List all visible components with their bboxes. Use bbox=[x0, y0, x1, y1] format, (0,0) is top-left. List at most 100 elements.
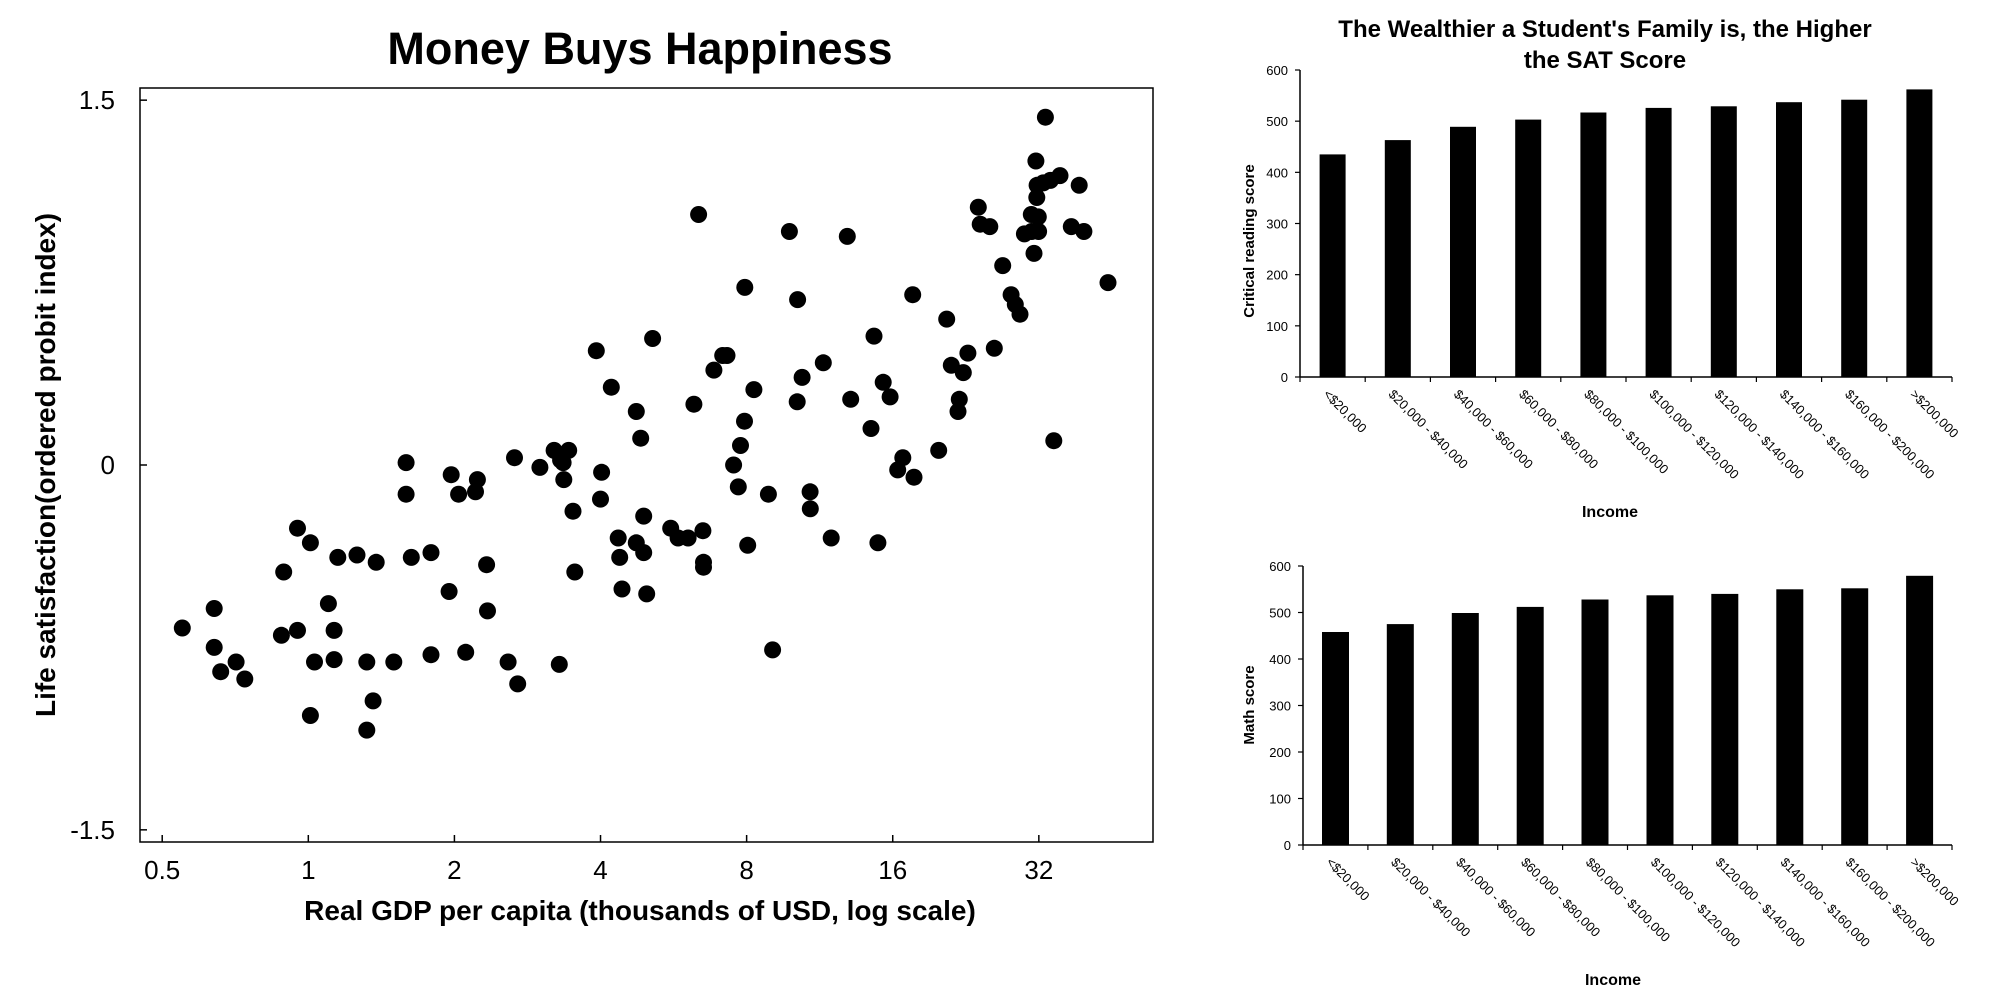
scatter-x-tick-label: 2 bbox=[447, 855, 461, 885]
scatter-point bbox=[611, 548, 629, 566]
reading-bar bbox=[1450, 126, 1476, 377]
reading-y-axis-label: Critical reading score bbox=[1241, 164, 1258, 317]
scatter-plot-frame bbox=[139, 87, 1154, 843]
scatter-point bbox=[930, 441, 948, 459]
scatter-point bbox=[468, 471, 486, 489]
scatter-point bbox=[227, 653, 245, 671]
scatter-point bbox=[205, 600, 223, 617]
scatter-point bbox=[725, 456, 743, 474]
scatter-point bbox=[422, 646, 440, 664]
scatter-point bbox=[1029, 208, 1047, 226]
reading-y-tick-label: 100 bbox=[1266, 319, 1288, 334]
scatter-point bbox=[457, 643, 475, 661]
scatter-point bbox=[592, 490, 609, 508]
math-y-axis-label: Math score bbox=[1241, 665, 1258, 744]
scatter-point bbox=[593, 463, 611, 481]
scatter-point bbox=[1036, 108, 1054, 126]
math-bar bbox=[1776, 589, 1804, 846]
scatter-point bbox=[739, 536, 757, 554]
scatter-point bbox=[627, 403, 645, 420]
scatter-point bbox=[587, 342, 605, 360]
scatter-point bbox=[685, 395, 703, 413]
scatter-point bbox=[325, 651, 343, 669]
scatter-point bbox=[1075, 223, 1093, 240]
scatter-point bbox=[764, 641, 782, 659]
scatter-point bbox=[566, 563, 584, 581]
scatter-point bbox=[212, 663, 230, 681]
scatter-point bbox=[905, 468, 923, 486]
scatter-point bbox=[509, 675, 527, 693]
scatter-point bbox=[301, 534, 319, 552]
scatter-point bbox=[364, 692, 382, 710]
scatter-point bbox=[440, 583, 458, 600]
scatter-point bbox=[822, 529, 840, 547]
reading-y-tick-label: 300 bbox=[1266, 217, 1288, 232]
scatter-point bbox=[397, 454, 415, 472]
reading-bar bbox=[1906, 89, 1933, 378]
scatter-point bbox=[348, 546, 366, 564]
math-category-label: >$200,000 bbox=[1907, 855, 1961, 909]
scatter-point bbox=[635, 544, 653, 562]
scatter-point bbox=[329, 548, 347, 566]
scatter-point bbox=[789, 291, 807, 309]
scatter-point bbox=[632, 429, 650, 447]
reading-category-label: <$20,000 bbox=[1320, 387, 1369, 436]
scatter-point bbox=[1028, 189, 1046, 206]
scatter-point bbox=[732, 437, 749, 454]
scatter-point bbox=[759, 485, 777, 503]
scatter-point bbox=[367, 553, 385, 571]
scatter-point bbox=[358, 653, 376, 671]
scatter-point bbox=[842, 390, 860, 408]
scatter-point bbox=[205, 638, 223, 656]
scatter-point bbox=[609, 529, 627, 547]
scatter-point bbox=[869, 534, 887, 552]
math-bar bbox=[1841, 588, 1869, 845]
scatter-chart: Money Buys Happiness 1.5 0 -1.5 0.5 1 2 4 8 16 3… bbox=[30, 23, 1154, 926]
scatter-point bbox=[745, 381, 763, 399]
scatter-x-axis-label: Real GDP per capita (thousands of USD, l… bbox=[304, 895, 976, 926]
bar-chart-title-line-1: The Wealthier a Student's Family is, the… bbox=[1338, 16, 1871, 43]
math-bar bbox=[1711, 593, 1739, 845]
reading-bar-chart: The Wealthier a Student's Family is, the… bbox=[1241, 16, 1962, 521]
scatter-point bbox=[959, 344, 977, 362]
scatter-point bbox=[705, 361, 723, 379]
math-bars bbox=[1322, 575, 1934, 846]
scatter-y-tick-label: 1.5 bbox=[79, 85, 115, 115]
reading-bar bbox=[1384, 140, 1411, 377]
scatter-x-tick-label: 4 bbox=[593, 855, 607, 885]
reading-bar bbox=[1841, 99, 1868, 377]
reading-y-tick-label: 400 bbox=[1266, 165, 1288, 180]
scatter-point bbox=[1051, 167, 1069, 185]
scatter-point bbox=[450, 485, 468, 503]
scatter-point bbox=[985, 339, 1003, 357]
scatter-point bbox=[793, 368, 811, 386]
math-bar bbox=[1581, 599, 1609, 845]
reading-bar bbox=[1580, 112, 1607, 377]
scatter-point bbox=[422, 544, 440, 562]
scatter-point bbox=[736, 412, 753, 430]
math-x-axis-label: Income bbox=[1585, 972, 1641, 989]
scatter-point bbox=[306, 653, 323, 671]
scatter-point bbox=[718, 347, 736, 364]
math-bar bbox=[1322, 632, 1349, 845]
scatter-point bbox=[301, 707, 319, 724]
math-y-tick-label: 200 bbox=[1269, 745, 1291, 760]
scatter-point bbox=[969, 198, 987, 216]
scatter-point bbox=[602, 378, 620, 396]
scatter-point bbox=[506, 449, 523, 467]
scatter-point bbox=[881, 388, 899, 406]
reading-category-label: >$200,000 bbox=[1907, 387, 1961, 441]
math-bar bbox=[1906, 575, 1934, 845]
math-y-tick-label: 0 bbox=[1284, 838, 1291, 853]
scatter-point bbox=[862, 420, 880, 437]
scatter-point bbox=[289, 519, 306, 537]
reading-y-tick-label: 200 bbox=[1266, 268, 1288, 283]
scatter-point bbox=[801, 500, 819, 518]
scatter-point bbox=[275, 563, 293, 581]
scatter-point bbox=[801, 483, 819, 501]
reading-x-axis-label: Income bbox=[1582, 504, 1638, 521]
math-bar bbox=[1516, 606, 1544, 845]
scatter-x-tick-label: 32 bbox=[1024, 855, 1053, 885]
scatter-point bbox=[272, 626, 290, 644]
scatter-point bbox=[397, 485, 415, 503]
